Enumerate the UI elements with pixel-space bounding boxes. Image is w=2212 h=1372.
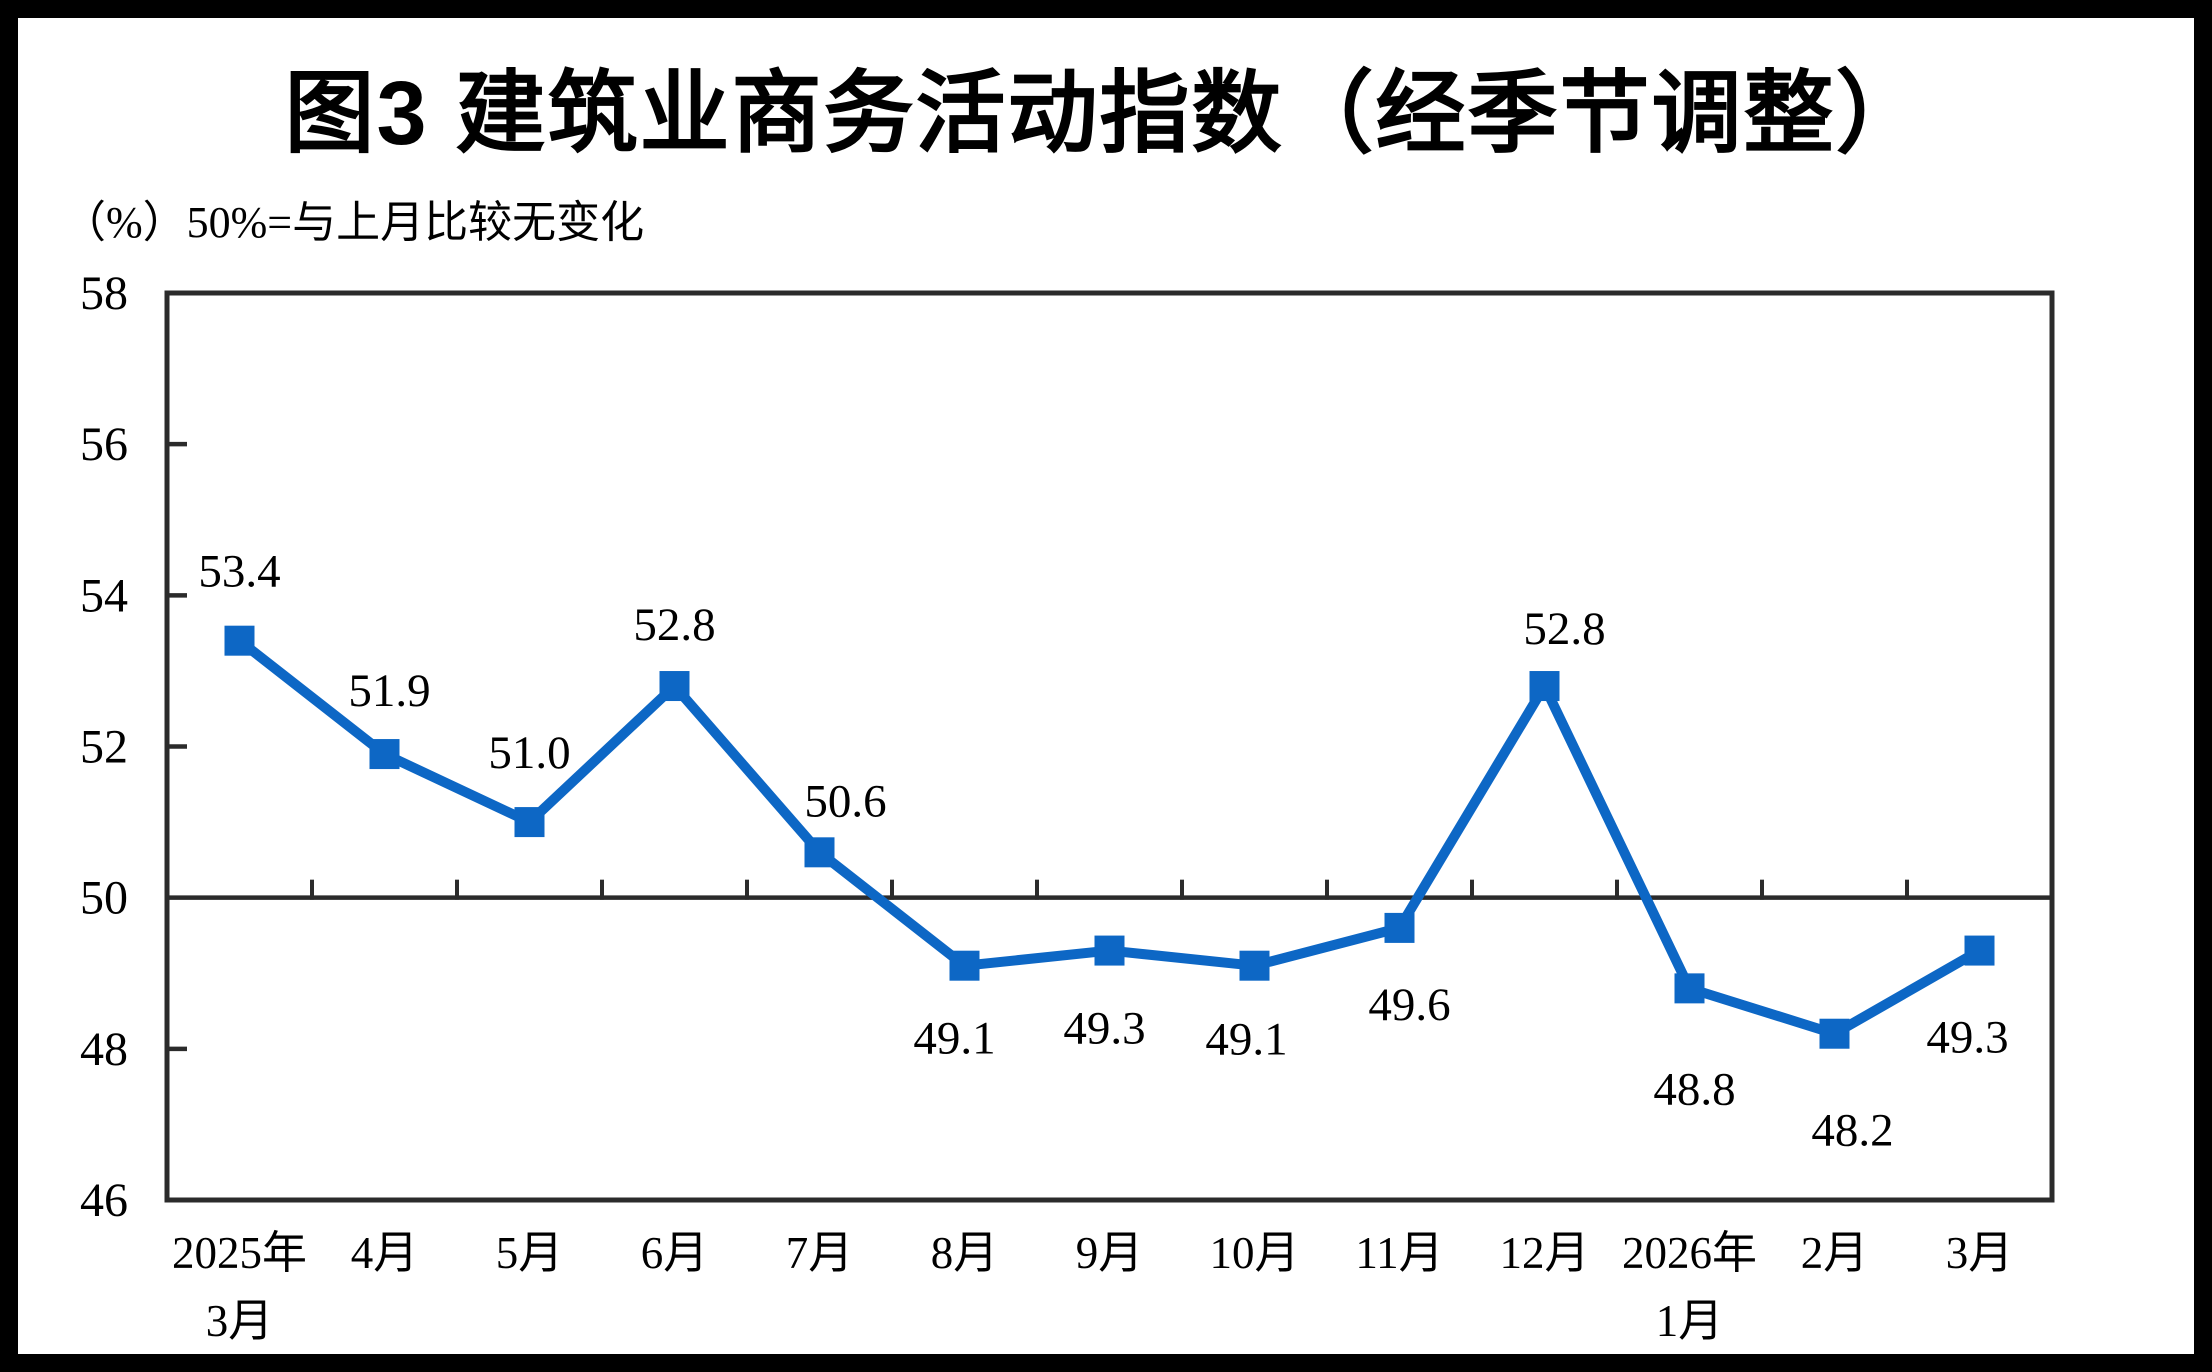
y-tick-label: 46 <box>80 1174 128 1227</box>
data-point-label: 48.8 <box>1653 1063 1735 1115</box>
data-point-marker <box>224 625 255 656</box>
x-tick-label: 5月 <box>496 1228 564 1278</box>
x-tick-label: 2月 <box>1801 1228 1869 1278</box>
data-point-label: 48.2 <box>1811 1105 1893 1157</box>
x-tick-label: 7月 <box>786 1228 854 1278</box>
data-point-label: 50.6 <box>804 775 886 827</box>
y-tick-label: 58 <box>80 267 128 320</box>
data-point-label: 51.9 <box>348 665 430 717</box>
x-tick-label: 10月 <box>1209 1228 1299 1278</box>
y-tick-label: 48 <box>80 1023 128 1076</box>
x-tick-label: 4月 <box>351 1228 419 1278</box>
data-point-label: 49.6 <box>1368 979 1450 1031</box>
data-point-label: 49.1 <box>1205 1014 1287 1066</box>
chart-background <box>18 18 2194 1354</box>
x-tick-label: 3月 <box>206 1296 274 1346</box>
x-tick-label: 9月 <box>1076 1228 1144 1278</box>
x-tick-label: 6月 <box>641 1228 709 1278</box>
x-tick-label: 12月 <box>1499 1228 1589 1278</box>
data-point-marker <box>1674 973 1705 1004</box>
data-point-label: 53.4 <box>198 546 280 598</box>
data-point-marker <box>514 807 545 838</box>
data-point-label: 49.3 <box>1926 1012 2008 1064</box>
data-point-label: 52.8 <box>633 599 715 651</box>
data-point-marker <box>1384 912 1415 943</box>
series-line <box>234 635 1985 1039</box>
chart-title: 图3 建筑业商务活动指数（经季节调整） <box>284 64 1928 164</box>
x-tick-label: 2026年 <box>1622 1228 1757 1278</box>
x-tick-label: 1月 <box>1656 1296 1724 1346</box>
data-point-marker <box>1239 950 1270 981</box>
x-tick-label: 3月 <box>1946 1228 2014 1278</box>
chart-subtitle: （%）50%=与上月比较无变化 <box>62 198 645 247</box>
y-tick-label: 52 <box>80 721 128 774</box>
y-tick-label: 50 <box>80 872 128 925</box>
data-point-label: 52.8 <box>1523 603 1605 655</box>
data-point-label: 51.0 <box>488 727 570 779</box>
data-point-marker <box>1819 1018 1850 1049</box>
y-tick-label: 54 <box>80 569 128 622</box>
plot-border <box>164 290 2055 1203</box>
data-point-label: 49.1 <box>913 1013 995 1065</box>
data-point-marker <box>1094 935 1125 966</box>
x-tick-label: 8月 <box>931 1228 999 1278</box>
x-tick-label: 2025年 <box>172 1228 307 1278</box>
data-point-marker <box>949 950 980 981</box>
data-point-marker <box>1529 671 1560 702</box>
y-tick-label: 56 <box>80 418 128 471</box>
x-tick-label: 11月 <box>1355 1228 1443 1278</box>
data-point-marker <box>659 671 690 702</box>
data-point-label: 49.3 <box>1063 1003 1145 1055</box>
data-point-marker <box>1964 935 1995 966</box>
data-point-marker <box>369 739 400 770</box>
data-point-marker <box>804 837 835 868</box>
